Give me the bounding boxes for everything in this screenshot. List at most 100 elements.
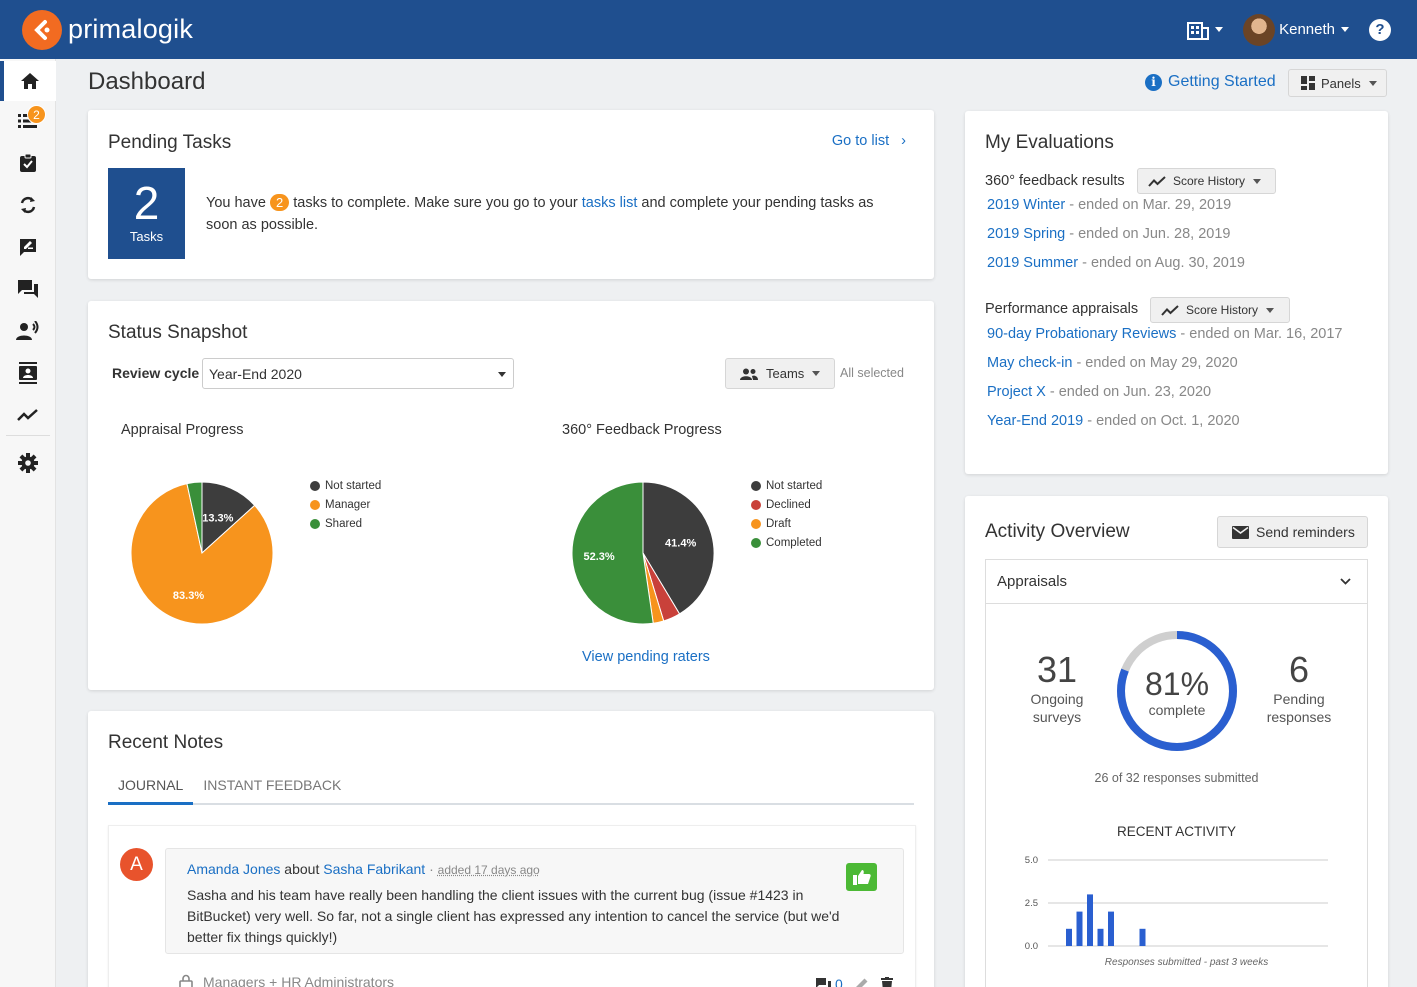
go-to-list-link[interactable]: Go to list › [832, 133, 906, 149]
message-mid: tasks to complete. Make sure you go to y… [293, 195, 578, 211]
go-to-list-label: Go to list [832, 133, 889, 149]
trending-up-icon [17, 408, 39, 422]
sidebar-item-cycles[interactable] [0, 185, 56, 225]
rate-review-icon [18, 237, 38, 257]
chevron-down-icon [1266, 308, 1274, 313]
performance-appraisals-label: Performance appraisals [985, 301, 1138, 317]
sidebar-item-settings[interactable] [0, 443, 56, 483]
legend-label: Manager [325, 499, 370, 511]
sidebar-item-evaluations[interactable] [0, 143, 56, 183]
sidebar-item-reports[interactable] [0, 395, 56, 435]
legend-item[interactable]: Not started [751, 476, 822, 495]
comments-button[interactable]: 0 [815, 976, 843, 987]
chevron-down-icon [1341, 27, 1349, 32]
chevron-down-icon [1253, 179, 1261, 184]
sidebar-item-feedback[interactable] [0, 269, 56, 309]
sidebar-item-reviews[interactable] [0, 227, 56, 267]
appraisal-progress-legend: Not started Manager Shared [310, 476, 381, 533]
envelope-icon [1232, 526, 1249, 539]
evaluation-item: 90-day Probationary Reviews - ended on M… [987, 326, 1342, 342]
trending-up-icon [1148, 176, 1166, 187]
y-tick-label: 5.0 [1025, 855, 1038, 866]
activity-bar[interactable] [1087, 894, 1093, 946]
tasks-list-link[interactable]: tasks list [582, 195, 638, 211]
evaluation-end-date: - ended on Oct. 1, 2020 [1083, 413, 1239, 429]
activity-type-value: Appraisals [997, 573, 1067, 590]
tasks-count-tile[interactable]: 2 Tasks [108, 168, 185, 259]
send-reminders-button[interactable]: Send reminders [1217, 516, 1368, 548]
activity-overview-card: Activity Overview Send reminders Apprais… [965, 496, 1388, 987]
activity-overview-title: Activity Overview [985, 521, 1130, 543]
evaluation-link[interactable]: Year-End 2019 [987, 413, 1083, 429]
activity-bar[interactable] [1098, 929, 1104, 946]
legend-swatch [751, 481, 761, 491]
info-icon: i [1145, 74, 1162, 91]
legend-item[interactable]: Not started [310, 476, 381, 495]
note-subject-link[interactable]: Sasha Fabrikant [323, 861, 425, 877]
my-evaluations-card: My Evaluations 360° feedback results Sco… [965, 111, 1388, 474]
user-name: Kenneth [1279, 21, 1335, 38]
sidebar-item-tasks[interactable] [0, 101, 56, 141]
activity-bar[interactable] [1140, 929, 1146, 946]
evaluation-end-date: - ended on May 29, 2020 [1072, 355, 1237, 371]
clipboard-check-icon [19, 153, 37, 173]
legend-item[interactable]: Manager [310, 495, 381, 514]
dashboard-icon [1301, 76, 1315, 90]
ongoing-surveys-stat: 31 Ongoing surveys [1014, 650, 1100, 726]
getting-started-link[interactable]: i Getting Started [1145, 73, 1276, 91]
edit-icon[interactable] [855, 977, 869, 987]
comments-count: 0 [835, 976, 843, 987]
evaluation-link[interactable]: May check-in [987, 355, 1072, 371]
evaluation-link[interactable]: 2019 Winter [987, 197, 1065, 213]
pending-responses-count: 6 [1254, 650, 1344, 690]
evaluation-link[interactable]: Project X [987, 384, 1046, 400]
legend-item[interactable]: Declined [751, 495, 822, 514]
evaluation-end-date: - ended on Jun. 23, 2020 [1046, 384, 1211, 400]
feedback-progress-chart: 41.4% 52.3% [569, 479, 717, 627]
teams-button[interactable]: Teams [725, 358, 835, 389]
legend-item[interactable]: Completed [751, 533, 822, 552]
top-bar: primalogik Kenneth ? [0, 0, 1417, 59]
evaluation-link[interactable]: 2019 Spring [987, 226, 1065, 242]
thumbs-up-icon[interactable] [846, 863, 877, 891]
activity-type-dropdown[interactable]: Appraisals [986, 560, 1367, 604]
trash-icon[interactable] [881, 977, 893, 987]
score-history-label: Score History [1173, 174, 1245, 188]
appraisals-score-history-button[interactable]: Score History [1150, 297, 1290, 323]
activity-bar[interactable] [1066, 929, 1072, 946]
sidebar-item-home[interactable] [0, 61, 56, 101]
y-tick-label: 0.0 [1025, 941, 1038, 952]
legend-item[interactable]: Draft [751, 514, 822, 533]
feedback-score-history-button[interactable]: Score History [1137, 168, 1276, 194]
legend-label: Shared [325, 518, 362, 530]
legend-label: Not started [325, 480, 381, 492]
app-logo[interactable]: primalogik [22, 10, 193, 50]
panels-label: Panels [1321, 76, 1361, 91]
panels-button[interactable]: Panels [1288, 69, 1387, 97]
building-icon [1187, 20, 1209, 40]
appraisal-data-label: 83.3% [173, 590, 204, 602]
feedback-results-label: 360° feedback results [985, 173, 1125, 189]
avatar: A [120, 848, 153, 881]
review-cycle-select[interactable]: Year-End 2020 [202, 358, 514, 389]
page-title: Dashboard [88, 68, 205, 96]
evaluation-end-date: - ended on Mar. 29, 2019 [1065, 197, 1231, 213]
organization-menu[interactable] [1187, 20, 1223, 40]
feedback-progress-legend: Not started Declined Draft Completed [751, 476, 822, 552]
evaluation-link[interactable]: 2019 Summer [987, 255, 1078, 271]
activity-bar[interactable] [1108, 912, 1114, 946]
legend-item[interactable]: Shared [310, 514, 381, 533]
recent-activity-chart: 0.02.55.0 [1008, 852, 1338, 967]
help-icon[interactable]: ? [1369, 19, 1391, 41]
completion-label: complete [1112, 702, 1242, 718]
sidebar-item-directory[interactable] [0, 353, 56, 393]
evaluation-link[interactable]: 90-day Probationary Reviews [987, 326, 1176, 342]
tab-journal[interactable]: JOURNAL [108, 773, 193, 805]
note-author-link[interactable]: Amanda Jones [187, 861, 280, 877]
tab-instant-feedback[interactable]: INSTANT FEEDBACK [193, 773, 351, 803]
activity-bar[interactable] [1077, 912, 1083, 946]
note-separator: · [429, 861, 434, 877]
user-menu[interactable]: Kenneth [1243, 14, 1349, 46]
view-pending-raters-link[interactable]: View pending raters [582, 649, 710, 665]
sidebar-item-instant-feedback[interactable] [0, 311, 56, 351]
